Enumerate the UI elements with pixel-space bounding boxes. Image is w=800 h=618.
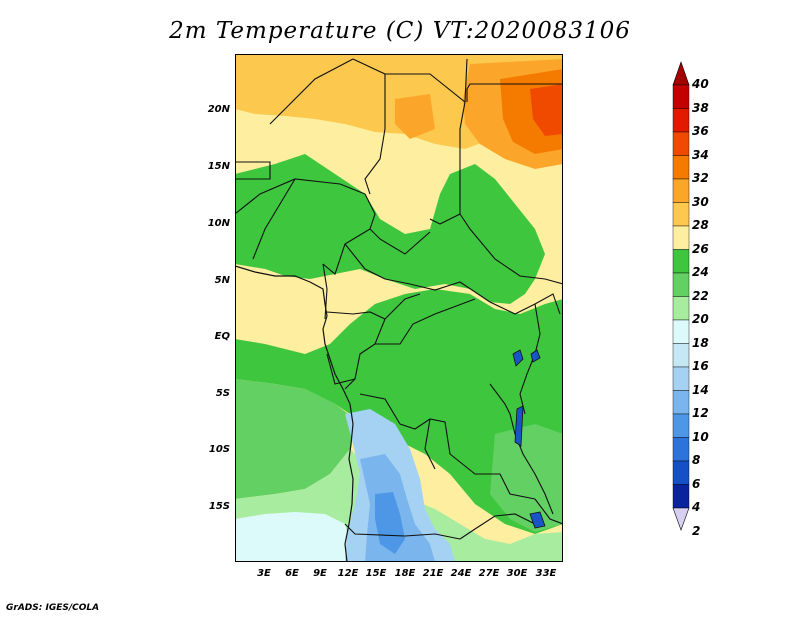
colorbar-label: 30	[692, 194, 709, 209]
lon-label-27e: 27E	[478, 568, 500, 579]
lon-label-30e: 30E	[506, 568, 528, 579]
lakes	[512, 349, 546, 529]
colorbar-box	[672, 413, 690, 438]
lon-label-9e: 9E	[313, 568, 327, 579]
colorbar-label: 8	[692, 453, 701, 467]
field-t20-22-west	[235, 379, 355, 499]
lon-label-12e: 12E	[337, 568, 359, 579]
field-t22-24-central	[235, 289, 563, 534]
colorbar-label: 4	[692, 500, 701, 514]
colorbar-box	[672, 366, 690, 391]
colorbar-label: 26	[692, 241, 709, 256]
colorbar-label: 22	[692, 288, 709, 303]
grads-credit: GrADS: IGES/COLA	[6, 603, 100, 613]
colorbar-box	[672, 343, 690, 368]
lon-label-21e: 21E	[422, 568, 444, 579]
lon-label-15e: 15E	[365, 568, 387, 579]
colorbar-label: 6	[692, 476, 701, 491]
lat-label-15n: 15N	[207, 161, 230, 172]
colorbar-label: 40	[692, 77, 709, 91]
colorbar-label: 14	[692, 382, 709, 397]
colorbar-box	[672, 390, 690, 415]
lat-label-10n: 10N	[207, 218, 230, 229]
colorbar-label: 34	[692, 147, 709, 162]
field-t32-34-ne	[530, 84, 563, 136]
colorbar-label: 38	[692, 100, 709, 115]
colorbar-label: 28	[692, 218, 709, 232]
colorbar	[672, 61, 690, 531]
colorbar-label: 36	[692, 124, 709, 138]
colorbar-label: 10	[692, 429, 709, 444]
colorbar-box	[672, 249, 690, 274]
colorbar-box	[672, 84, 690, 109]
colorbar-label: 20	[692, 312, 709, 326]
lon-label-6e: 6E	[285, 568, 299, 579]
lon-label-3e: 3E	[257, 568, 271, 579]
colorbar-box	[672, 225, 690, 250]
field-t10-12-angola	[375, 492, 405, 554]
country-borders	[235, 58, 563, 540]
temperature-map	[235, 54, 563, 562]
colorbar-box	[672, 319, 690, 344]
colorbar-label: 18	[692, 335, 709, 350]
lon-label-24e: 24E	[450, 568, 472, 579]
colorbar-box	[672, 296, 690, 321]
colorbar-label: 24	[692, 265, 709, 279]
colorbar-box	[672, 460, 690, 485]
lat-label-15s: 15S	[208, 501, 230, 512]
colorbar-label: 32	[692, 171, 709, 185]
coastline	[235, 265, 354, 562]
colorbar-box	[672, 484, 690, 509]
colorbar-box	[672, 131, 690, 156]
colorbar-label: 16	[692, 359, 709, 373]
colorbar-label: 12	[692, 406, 709, 420]
field-t24-26-gulf	[235, 266, 327, 354]
lon-label-18e: 18E	[394, 568, 416, 579]
field-t16-18-sw	[235, 512, 350, 562]
field-t28-30-center-north	[395, 94, 435, 139]
colorbar-box	[672, 202, 690, 227]
lat-label-20n: 20N	[207, 104, 230, 115]
map-title: 2m Temperature (C) VT:2020083106	[169, 18, 631, 44]
colorbar-box	[672, 272, 690, 297]
lat-label-eq: EQ	[214, 331, 230, 342]
field-t20-22-east	[490, 424, 563, 532]
lat-label-5n: 5N	[214, 275, 230, 286]
colorbar-min-arrow	[672, 507, 690, 531]
lon-label-33e: 33E	[535, 568, 557, 579]
colorbar-box	[672, 178, 690, 203]
colorbar-max-arrow	[672, 61, 690, 86]
colorbar-box	[672, 155, 690, 180]
lat-label-10s: 10S	[208, 444, 230, 455]
lat-label-5s: 5S	[215, 388, 230, 399]
field-t22-24-sahel	[235, 154, 545, 304]
colorbar-box	[672, 437, 690, 462]
map-border	[235, 54, 563, 562]
colorbar-label: 2	[692, 523, 701, 538]
colorbar-box	[672, 108, 690, 133]
